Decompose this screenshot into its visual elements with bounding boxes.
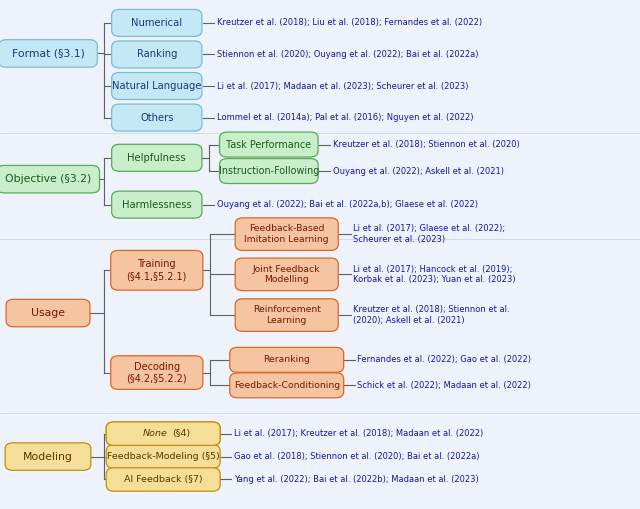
Text: Kreutzer et al. (2018); Liu et al. (2018); Fernandes et al. (2022): Kreutzer et al. (2018); Liu et al. (2018…: [217, 18, 482, 27]
FancyBboxPatch shape: [230, 373, 344, 398]
FancyBboxPatch shape: [111, 250, 203, 290]
Text: Kreutzer et al. (2018); Stiennon et al.
(2020); Askell et al. (2021): Kreutzer et al. (2018); Stiennon et al. …: [353, 305, 510, 325]
Text: Li et al. (2017); Glaese et al. (2022);
Scheurer et al. (2023): Li et al. (2017); Glaese et al. (2022); …: [353, 224, 506, 244]
Text: Stiennon et al. (2020); Ouyang et al. (2022); Bai et al. (2022a): Stiennon et al. (2020); Ouyang et al. (2…: [217, 50, 479, 59]
Text: Schick et al. (2022); Madaan et al. (2022): Schick et al. (2022); Madaan et al. (202…: [357, 381, 531, 390]
Text: Numerical: Numerical: [131, 18, 182, 28]
FancyBboxPatch shape: [0, 40, 97, 67]
FancyBboxPatch shape: [220, 158, 318, 183]
Text: Modeling: Modeling: [23, 451, 73, 462]
Text: Feedback-Based
Imitation Learning: Feedback-Based Imitation Learning: [244, 224, 329, 244]
FancyBboxPatch shape: [106, 422, 220, 445]
FancyBboxPatch shape: [111, 145, 202, 171]
FancyBboxPatch shape: [106, 422, 220, 445]
FancyBboxPatch shape: [111, 356, 203, 389]
Text: Task Performance: Task Performance: [227, 139, 311, 150]
Text: Feedback-Conditioning: Feedback-Conditioning: [234, 381, 340, 390]
Text: Training
(§4.1,§5.2.1): Training (§4.1,§5.2.1): [127, 260, 187, 281]
FancyBboxPatch shape: [236, 299, 339, 331]
Text: Others: Others: [140, 112, 173, 123]
FancyBboxPatch shape: [236, 218, 339, 250]
Text: Ouyang et al. (2022); Askell et al. (2021): Ouyang et al. (2022); Askell et al. (202…: [333, 166, 504, 176]
FancyBboxPatch shape: [111, 41, 202, 68]
Text: Reranking: Reranking: [263, 355, 310, 364]
Text: Format (§3.1): Format (§3.1): [12, 48, 84, 59]
FancyBboxPatch shape: [111, 72, 202, 100]
Text: Li et al. (2017); Kreutzer et al. (2018); Madaan et al. (2022): Li et al. (2017); Kreutzer et al. (2018)…: [234, 429, 483, 438]
Text: Decoding
(§4.2,§5.2.2): Decoding (§4.2,§5.2.2): [127, 362, 187, 383]
FancyBboxPatch shape: [111, 191, 202, 218]
Text: (§4): (§4): [172, 429, 190, 438]
Text: Reinforcement
Learning: Reinforcement Learning: [253, 305, 321, 325]
Text: Usage: Usage: [31, 308, 65, 318]
Text: Li et al. (2017); Madaan et al. (2023); Scheurer et al. (2023): Li et al. (2017); Madaan et al. (2023); …: [217, 81, 468, 91]
Text: None: None: [143, 429, 168, 438]
FancyBboxPatch shape: [111, 10, 202, 37]
Text: Joint Feedback
Modelling: Joint Feedback Modelling: [253, 265, 321, 284]
Text: Natural Language: Natural Language: [112, 81, 202, 91]
Text: Harmlessness: Harmlessness: [122, 200, 191, 210]
Text: Fernandes et al. (2022); Gao et al. (2022): Fernandes et al. (2022); Gao et al. (202…: [357, 355, 531, 364]
Text: Lommel et al. (2014a); Pal et al. (2016); Nguyen et al. (2022): Lommel et al. (2014a); Pal et al. (2016)…: [217, 113, 474, 122]
Text: Yang et al. (2022); Bai et al. (2022b); Madaan et al. (2023): Yang et al. (2022); Bai et al. (2022b); …: [234, 475, 478, 484]
FancyBboxPatch shape: [236, 258, 339, 291]
FancyBboxPatch shape: [111, 104, 202, 131]
FancyBboxPatch shape: [230, 348, 344, 373]
Text: None: None: [151, 429, 175, 438]
Text: Kreutzer et al. (2018); Stiennon et al. (2020): Kreutzer et al. (2018); Stiennon et al. …: [333, 140, 520, 149]
Text: Li et al. (2017); Hancock et al. (2019);
Korbak et al. (2023); Yuan et al. (2023: Li et al. (2017); Hancock et al. (2019);…: [353, 265, 516, 284]
Text: AI Feedback (§7): AI Feedback (§7): [124, 475, 202, 484]
Text: Feedback-Modeling (§5): Feedback-Modeling (§5): [107, 452, 220, 461]
FancyBboxPatch shape: [220, 132, 318, 157]
FancyBboxPatch shape: [5, 443, 91, 470]
FancyBboxPatch shape: [6, 299, 90, 327]
Text: Objective (§3.2): Objective (§3.2): [5, 174, 91, 184]
FancyBboxPatch shape: [0, 165, 100, 193]
FancyBboxPatch shape: [106, 445, 220, 468]
Text: Ranking: Ranking: [136, 49, 177, 60]
Text: Helpfulness: Helpfulness: [127, 153, 186, 163]
Text: Instruction-Following: Instruction-Following: [219, 166, 319, 176]
Text: Gao et al. (2018); Stiennon et al. (2020); Bai et al. (2022a): Gao et al. (2018); Stiennon et al. (2020…: [234, 452, 479, 461]
FancyBboxPatch shape: [106, 468, 220, 491]
Text: Ouyang et al. (2022); Bai et al. (2022a,b); Glaese et al. (2022): Ouyang et al. (2022); Bai et al. (2022a,…: [217, 200, 478, 209]
